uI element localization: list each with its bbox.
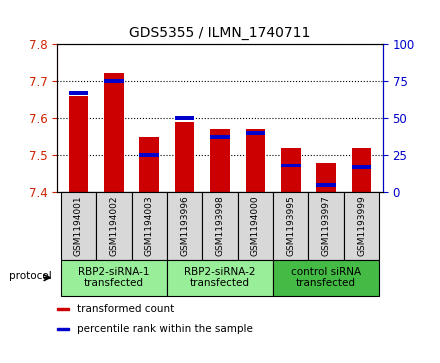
Bar	[175, 122, 194, 192]
Bar	[316, 163, 336, 192]
Text: percentile rank within the sample: percentile rank within the sample	[77, 324, 253, 334]
Bar	[344, 192, 379, 260]
Bar	[69, 91, 88, 94]
Bar	[61, 260, 167, 296]
Bar	[210, 135, 230, 139]
Bar	[61, 192, 96, 260]
Text: RBP2-siRNA-1
transfected: RBP2-siRNA-1 transfected	[78, 267, 150, 289]
Bar	[104, 73, 124, 192]
Bar	[57, 308, 69, 310]
Bar	[132, 192, 167, 260]
Text: GSM1193998: GSM1193998	[216, 196, 224, 256]
Bar	[167, 260, 273, 296]
Bar	[352, 148, 371, 192]
Bar	[57, 328, 69, 330]
Bar	[139, 136, 159, 192]
Bar	[246, 129, 265, 192]
Text: GSM1194002: GSM1194002	[109, 196, 118, 256]
Title: GDS5355 / ILMN_1740711: GDS5355 / ILMN_1740711	[129, 26, 311, 40]
Bar	[246, 131, 265, 135]
Bar	[175, 116, 194, 120]
Text: RBP2-siRNA-2
transfected: RBP2-siRNA-2 transfected	[184, 267, 256, 289]
Bar	[202, 192, 238, 260]
Text: GSM1193996: GSM1193996	[180, 196, 189, 256]
Bar	[281, 164, 301, 167]
Text: GSM1194003: GSM1194003	[145, 196, 154, 256]
Bar	[281, 148, 301, 192]
Bar	[273, 260, 379, 296]
Text: control siRNA
transfected: control siRNA transfected	[291, 267, 361, 289]
Bar	[139, 153, 159, 157]
Text: GSM1193999: GSM1193999	[357, 196, 366, 256]
Text: GSM1194000: GSM1194000	[251, 196, 260, 256]
Bar	[316, 183, 336, 187]
Text: transformed count: transformed count	[77, 304, 174, 314]
Bar	[308, 192, 344, 260]
Text: GSM1194001: GSM1194001	[74, 196, 83, 256]
Text: GSM1193995: GSM1193995	[286, 196, 295, 256]
Bar	[104, 79, 124, 83]
Bar	[167, 192, 202, 260]
Bar	[238, 192, 273, 260]
Bar	[352, 165, 371, 169]
Bar	[69, 96, 88, 192]
Text: protocol: protocol	[9, 271, 51, 281]
Bar	[96, 192, 132, 260]
Text: GSM1193997: GSM1193997	[322, 196, 331, 256]
Bar	[273, 192, 308, 260]
Bar	[210, 129, 230, 192]
